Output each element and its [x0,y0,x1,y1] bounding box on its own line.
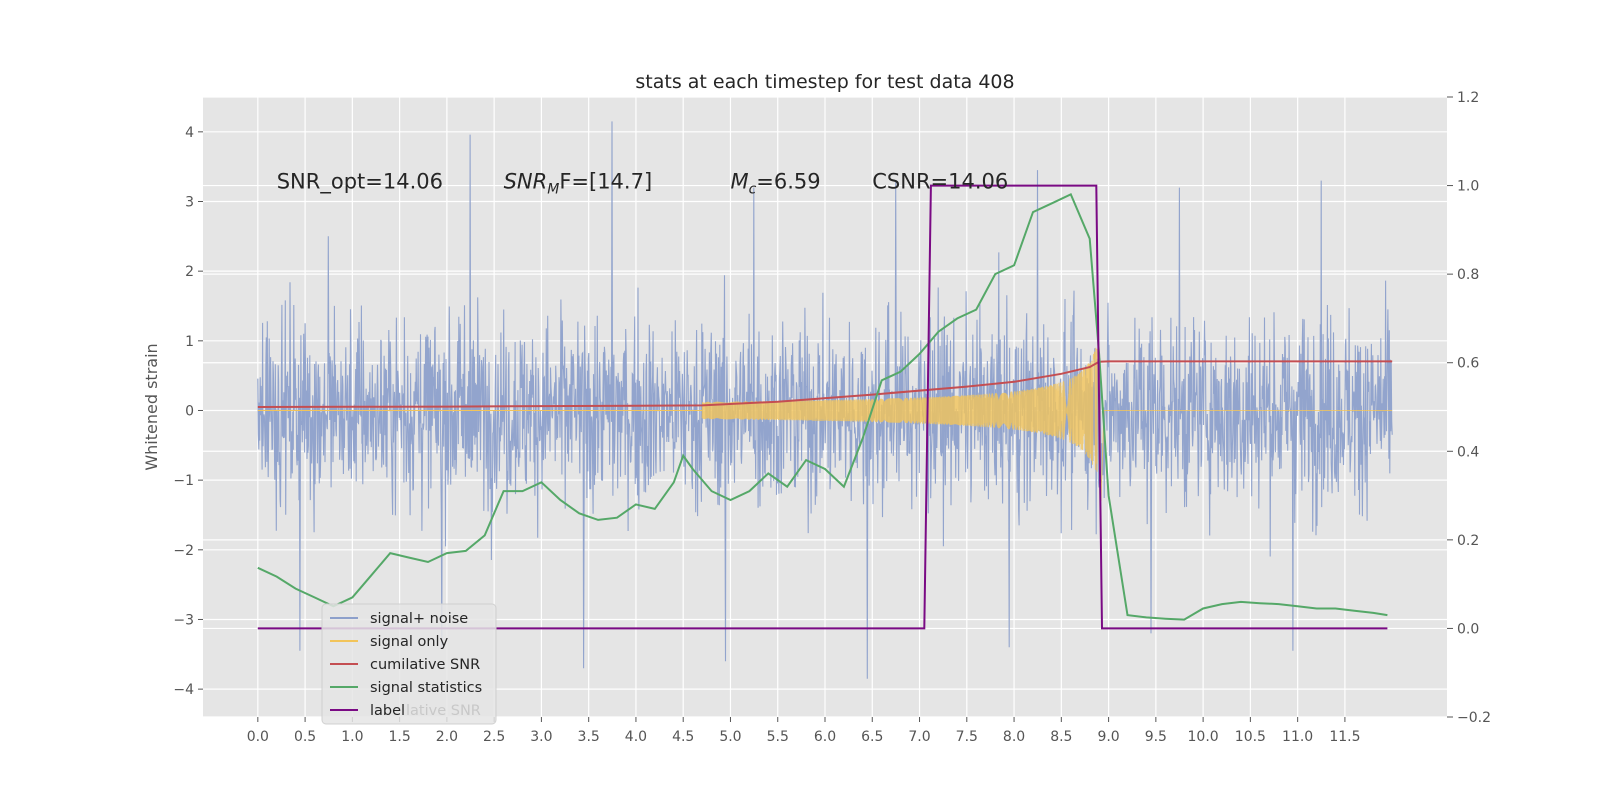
x-tick-label: 8.5 [1050,729,1072,745]
x-tick-label: 10.5 [1235,729,1266,745]
x-tick-label: 6.5 [861,729,883,745]
y2-tick-label: 0.4 [1457,444,1479,460]
x-tick-label: 4.0 [625,729,647,745]
series-label [257,184,1388,630]
y2-tick-label: 0.2 [1457,533,1479,549]
x-tick-label: 7.0 [908,729,930,745]
y2-tick-label: 0.6 [1457,356,1479,372]
legend-label: signal+ noise [370,611,468,627]
legend: signal+ noise signal only cumilative SNR si… [321,603,497,725]
series-signal-noise [257,121,1393,679]
annotations: SNR_opt=14.06 SNRMF=[14.7] Mc=6.59 CSNR=14.… [277,170,1009,198]
y-tick-label: −2 [173,543,194,559]
legend-label: label [370,703,405,719]
y-tick-label: 2 [185,264,194,280]
x-tick-label: 1.5 [388,729,410,745]
legend-label: signal statistics [370,680,482,696]
y2-axis-ticks: −0.2 0.0 0.2 0.4 0.6 0.8 1.0 1.2 [1447,90,1491,726]
y2-tick-label: −0.2 [1457,710,1491,726]
x-tick-label: 1.0 [341,729,363,745]
x-tick-label: 2.5 [483,729,505,745]
x-tick-label: 0.5 [294,729,316,745]
y2-tick-label: 1.0 [1457,179,1479,195]
y-tick-label: 1 [185,334,194,350]
x-tick-label: 7.5 [956,729,978,745]
plot-area [257,121,1393,679]
annotation-1: SNRMF=[14.7] [504,170,653,198]
x-axis-ticks: 0.0 0.5 1.0 1.5 2.0 2.5 3.0 3.5 4.0 4.5 5.0 5.5 6.0 6… [247,717,1360,745]
x-tick-label: 11.5 [1329,729,1360,745]
y-tick-label: 4 [185,125,194,141]
chart-title: stats at each timestep for test data 408 [635,71,1014,93]
legend-label: signal only [370,634,449,650]
legend-label: cumilative SNR [370,657,480,673]
x-tick-label: 11.0 [1282,729,1313,745]
legend-ghost-text: lative SNR [406,703,481,719]
x-tick-label: 8.0 [1003,729,1025,745]
x-tick-label: 3.5 [578,729,600,745]
series-signal-statistics [257,193,1388,621]
y-tick-label: 3 [185,194,194,210]
x-tick-label: 9.5 [1145,729,1167,745]
y-tick-label: 0 [185,403,194,419]
y2-tick-label: 1.2 [1457,90,1479,106]
y2-tick-label: 0.0 [1457,621,1479,637]
y-tick-label: −3 [173,612,194,628]
y-axis-label: Whitened strain [142,343,161,470]
annotation-0: SNR_opt=14.06 [277,170,443,195]
y-tick-label: −1 [173,473,194,489]
x-tick-label: 10.0 [1188,729,1219,745]
x-tick-label: 5.0 [719,729,741,745]
y-axis-ticks: −4 −3 −2 −1 0 1 2 3 4 [173,125,203,698]
x-tick-label: 5.5 [767,729,789,745]
x-tick-label: 3.0 [530,729,552,745]
x-tick-label: 4.5 [672,729,694,745]
y2-tick-label: 0.8 [1457,267,1479,283]
x-tick-label: 6.0 [814,729,836,745]
annotation-3: CSNR=14.06 [872,170,1008,194]
x-tick-label: 0.0 [247,729,269,745]
y-tick-label: −4 [173,682,194,698]
annotation-2: Mc=6.59 [730,170,820,198]
legend-box [321,603,497,725]
series-signal-only [701,347,1393,502]
x-tick-label: 2.0 [436,729,458,745]
series-cumilative-snr [257,360,1393,408]
x-tick-label: 9.0 [1097,729,1119,745]
